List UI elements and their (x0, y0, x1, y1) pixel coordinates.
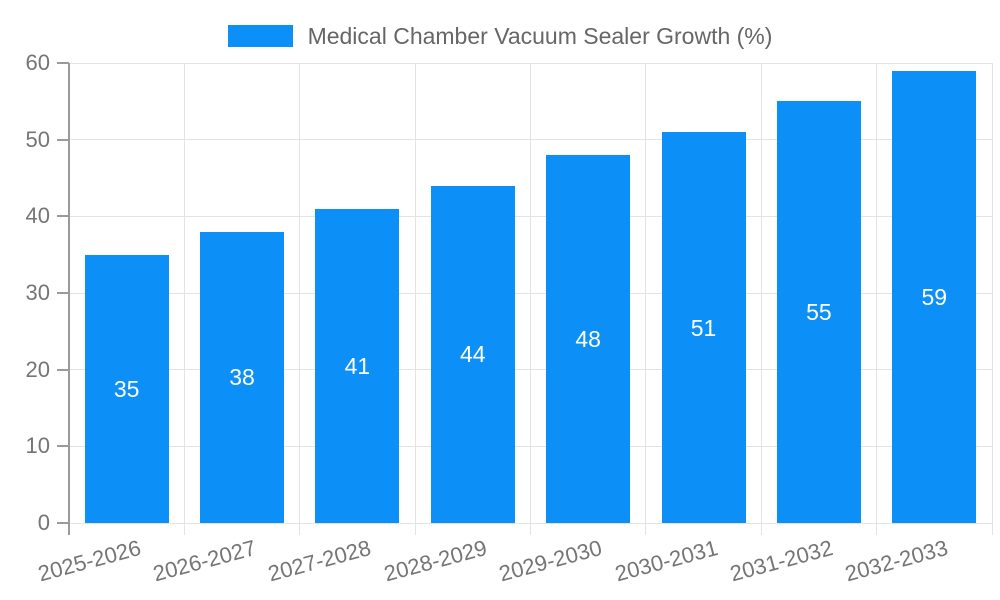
bar-value-label: 55 (806, 299, 832, 326)
gridline-vertical (414, 63, 416, 535)
y-axis-tick-label: 30 (25, 280, 50, 305)
legend-swatch (227, 25, 293, 47)
y-axis-tick (57, 215, 69, 218)
bar[interactable] (315, 208, 400, 523)
y-axis-tick (57, 522, 69, 524)
gridline-vertical (645, 63, 647, 535)
bar[interactable] (84, 254, 169, 523)
bar[interactable] (200, 231, 285, 523)
gridline-vertical (876, 63, 878, 535)
bar-value-label: 48 (575, 326, 601, 352)
y-axis-tick-label: 50 (25, 126, 50, 152)
y-axis-tick (57, 368, 69, 371)
bar-value-label: 38 (229, 364, 255, 391)
gridline-vertical (760, 63, 762, 535)
legend[interactable]: Medical Chamber Vacuum Sealer Growth (%) (0, 23, 1000, 49)
y-axis-tick (57, 138, 69, 141)
legend-label: Medical Chamber Vacuum Sealer Growth (%) (307, 23, 773, 49)
bar-value-label: 35 (113, 375, 140, 402)
y-axis-tick-label: 60 (25, 50, 50, 75)
gridline-vertical (299, 63, 301, 535)
y-axis-tick-label: 40 (25, 203, 50, 229)
y-axis-tick-label: 10 (25, 433, 50, 459)
bar-value-label: 59 (921, 283, 948, 310)
y-axis-tick (57, 62, 69, 64)
plot-area: 0 10 20 30 40 50 60 35 2025-2026 38 2026-2027 41 202… (26, 50, 993, 586)
gridline-vertical (530, 63, 531, 535)
y-axis-tick (57, 445, 69, 448)
bar[interactable] (430, 185, 515, 523)
bar-value-label: 44 (460, 341, 486, 368)
bar[interactable] (892, 70, 977, 523)
y-axis-tick (57, 292, 69, 294)
bar[interactable] (776, 101, 861, 523)
y-axis-tick-label: 20 (25, 356, 50, 382)
y-axis-tick-label: 0 (37, 510, 50, 535)
y-axis-line (68, 63, 70, 535)
bar-value-label: 41 (344, 352, 371, 379)
bar-value-label: 51 (690, 314, 717, 341)
bar[interactable] (661, 132, 746, 523)
gridline-vertical (991, 63, 993, 535)
gridline-vertical (183, 63, 185, 535)
bar[interactable] (546, 155, 631, 523)
